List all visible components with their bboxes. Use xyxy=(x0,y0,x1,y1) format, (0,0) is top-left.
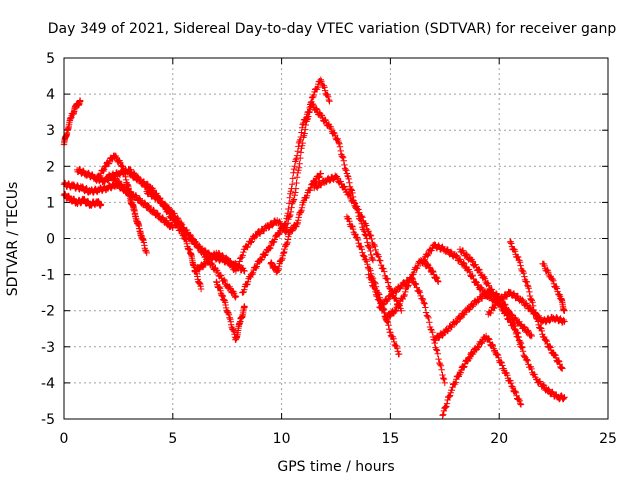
series-arc-12 xyxy=(267,170,324,276)
plot-frame xyxy=(63,57,609,420)
chart-title: Day 349 of 2021, Sidereal Day-to-day VTE… xyxy=(48,21,617,37)
series-layer xyxy=(60,76,568,419)
x-tick-label: 0 xyxy=(60,431,69,447)
x-tick-label: 15 xyxy=(381,431,399,447)
x-tick-label: 5 xyxy=(168,431,177,447)
x-tick-label: 10 xyxy=(273,431,291,447)
y-tick-label: -1 xyxy=(41,268,55,284)
y-axis-label: SDTVAR / TECUs xyxy=(5,182,21,297)
y-tick-label: 5 xyxy=(46,51,55,67)
series-arc-09 xyxy=(191,76,333,276)
x-tick-label: 25 xyxy=(599,431,617,447)
series-arc-23 xyxy=(539,260,568,314)
y-tick-label: -5 xyxy=(41,412,55,428)
series-arc-17 xyxy=(439,332,525,419)
series-arc-16 xyxy=(376,274,448,387)
series-arc-20 xyxy=(456,246,568,403)
series-arc-21 xyxy=(506,238,566,372)
y-tick-label: -3 xyxy=(41,340,55,356)
y-tick-label: 0 xyxy=(46,232,55,248)
y-tick-label: 3 xyxy=(46,123,55,139)
y-tick-label: -4 xyxy=(41,376,55,392)
series-arc-22 xyxy=(485,288,568,326)
y-tick-label: 1 xyxy=(46,195,55,211)
y-tick-label: -2 xyxy=(41,304,55,320)
x-axis-label: GPS time / hours xyxy=(277,459,394,475)
y-tick-label: 4 xyxy=(46,87,55,103)
x-tick-label: 20 xyxy=(490,431,508,447)
series-arc-10 xyxy=(213,278,248,343)
y-tick-label: 2 xyxy=(46,159,55,175)
grid-layer xyxy=(64,58,608,419)
ticks-layer: 0 5 10 15 20 25 -5 -4 -3 -2 -1 0 1 2 3 4 5 xyxy=(41,51,617,447)
